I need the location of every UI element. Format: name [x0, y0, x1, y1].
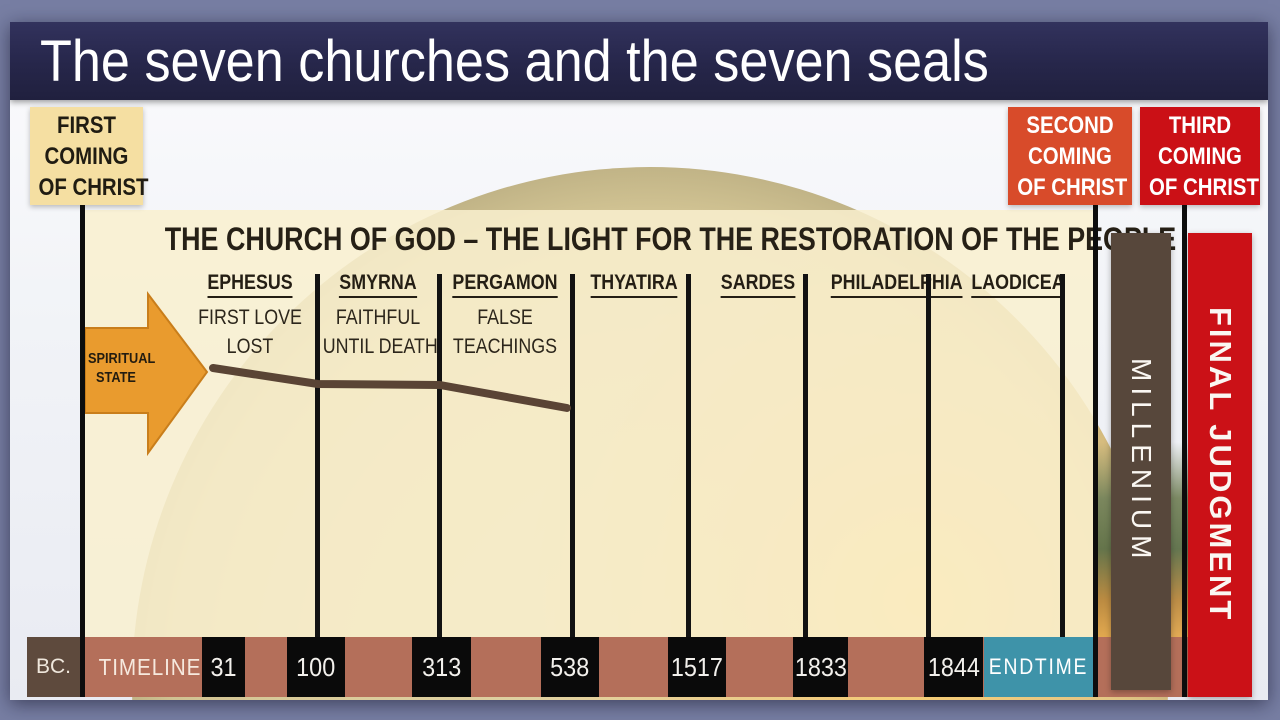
church-name: SARDES	[720, 272, 796, 298]
bc-box: BC.	[27, 637, 80, 697]
church-divider-line	[803, 274, 808, 637]
final-judgment-label: FINAL JUDGMENT	[1203, 307, 1238, 623]
third-coming-line3: OF CHRIST	[1149, 173, 1259, 201]
church-trait: UNTIL DEATH	[322, 335, 438, 358]
date-value: 1517	[670, 651, 724, 682]
date-value: 538	[550, 651, 590, 682]
band-heading: THE CHURCH OF GOD – THE LIGHT FOR THE RE…	[164, 221, 1177, 257]
second-coming-line2: COMING	[1028, 142, 1112, 170]
church-column-thyatira: THYATIRA	[579, 272, 690, 303]
first-coming-line1: FIRST	[57, 111, 116, 139]
church-divider-line	[1060, 274, 1065, 637]
final-judgment-bar: FINAL JUDGMENT	[1188, 233, 1252, 697]
church-trait: FIRST LOVE	[198, 306, 302, 329]
slide: The seven churches and the seven seals F…	[10, 22, 1268, 700]
date-box-1844: 1844	[924, 637, 983, 697]
third-coming-line1: THIRD	[1168, 111, 1232, 139]
church-era-band	[84, 210, 1093, 637]
date-box-31: 31	[202, 637, 245, 697]
church-name: THYATIRA	[590, 272, 678, 298]
endtime-box: ENDTIME	[984, 637, 1093, 697]
date-box-100: 100	[287, 637, 345, 697]
slide-header: The seven churches and the seven seals	[10, 22, 1268, 100]
church-name: PHILADELPHIA	[830, 272, 963, 298]
church-trait: TEACHINGS	[452, 335, 558, 358]
church-name: PERGAMON	[452, 272, 558, 298]
first-coming-line3: OF CHRIST	[38, 173, 149, 201]
date-box-1517: 1517	[668, 637, 726, 697]
church-divider-line	[926, 274, 931, 637]
date-box-1833: 1833	[793, 637, 848, 697]
first-coming-line2: COMING	[44, 142, 129, 170]
church-trait: LOST	[226, 335, 274, 358]
first-coming-box: FIRST COMING OF CHRIST	[30, 107, 149, 205]
date-value: 100	[296, 651, 336, 682]
church-column-pergamon: PERGAMON FALSE TEACHINGS	[450, 272, 561, 361]
church-column-philadelphia: PHILADELPHIA	[830, 272, 963, 303]
church-name: EPHESUS	[207, 272, 293, 298]
date-value: 1844	[927, 651, 980, 682]
church-name: LAODICEA	[971, 272, 1065, 298]
church-divider-line	[437, 274, 442, 637]
first-coming-marker-line	[80, 205, 85, 697]
church-column-laodicea: LAODICEA	[963, 272, 1074, 303]
third-coming-marker-line	[1182, 205, 1187, 697]
date-value: 1833	[794, 651, 847, 682]
church-divider-line	[315, 274, 320, 637]
church-column-smyrna: SMYRNA FAITHFUL UNTIL DEATH	[322, 272, 438, 361]
church-name: SMYRNA	[339, 272, 417, 298]
second-coming-line1: SECOND	[1026, 111, 1114, 139]
church-column-sardes: SARDES	[703, 272, 814, 303]
church-divider-line	[686, 274, 691, 637]
millenium-bar: MILLENIUM	[1111, 233, 1171, 690]
date-box-313: 313	[412, 637, 471, 697]
endtime-label: ENDTIME	[988, 654, 1089, 679]
millenium-label: MILLENIUM	[1126, 358, 1157, 565]
church-trait: FALSE	[477, 306, 533, 329]
second-coming-line3: OF CHRIST	[1017, 173, 1128, 201]
date-value: 31	[210, 651, 237, 682]
spiritual-state-label-line2: STATE	[96, 369, 136, 386]
church-column-ephesus: EPHESUS FIRST LOVE LOST	[195, 272, 306, 361]
date-box-538: 538	[541, 637, 599, 697]
third-coming-line2: COMING	[1158, 142, 1242, 170]
second-coming-box: SECOND COMING OF CHRIST	[1008, 107, 1132, 205]
spiritual-state-label-line1: SPIRITUAL	[87, 350, 156, 367]
date-value: 313	[421, 651, 462, 682]
church-trait: FAITHFUL	[335, 306, 421, 329]
spiritual-state-label: SPIRITUAL STATE	[87, 349, 156, 387]
church-divider-line	[570, 274, 575, 637]
slide-title: The seven churches and the seven seals	[40, 28, 989, 94]
third-coming-box: THIRD COMING OF CHRIST	[1140, 107, 1260, 205]
second-coming-marker-line	[1093, 205, 1098, 697]
timeline-label: TIMELINE	[98, 653, 202, 680]
